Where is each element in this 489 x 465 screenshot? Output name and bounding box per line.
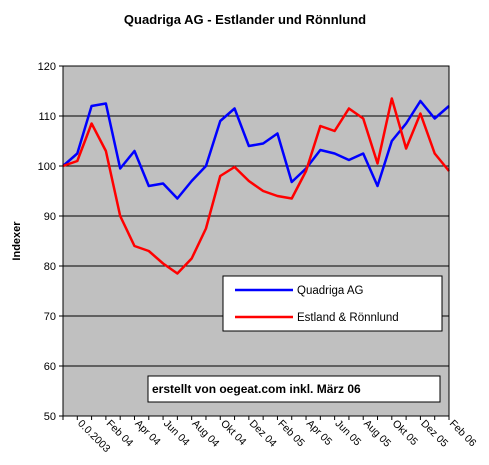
x-tick-label: Okt 05 [390,418,420,448]
x-tick-label: Dez 04 [247,418,279,450]
annotation-frame [147,375,441,403]
y-tick-label: 80 [44,261,56,273]
x-tick-label: Jun 05 [333,418,364,449]
annotation-text: erstellt von oegeat.com inkl. März 06 [152,382,361,396]
x-tick-label: Jun 04 [161,418,192,449]
legend-box [222,275,443,332]
x-tick-label: Feb 06 [447,418,479,450]
y-tick-label: 90 [44,211,56,223]
plot-area [63,66,449,416]
x-tick-label: Okt 04 [218,418,248,448]
chart-title: Quadriga AG - Estlander und Rönnlund [124,12,366,27]
gridlines [63,115,449,367]
x-tick-label: Feb 05 [275,418,307,450]
y-tick-label: 100 [38,161,56,173]
y-tick-label: 60 [44,361,56,373]
series-line-quadriga [62,99,450,200]
legend: Quadriga AG Estland & Rönnlund [222,275,443,332]
y-tick-label: 50 [44,411,56,423]
y-tick-label: 70 [44,311,56,323]
x-tick-label: Apr 05 [304,418,334,448]
plot-border [62,65,450,417]
y-tick-label: 110 [38,111,56,123]
series-line-estland [62,97,450,275]
legend-entry-quadriga: Quadriga AG [297,285,364,297]
legend-entry-estland: Estland & Rönnlund [297,312,399,324]
x-tick-label: Apr 04 [132,418,162,448]
y-axis-label: Indexer [11,221,23,261]
y-tick-label: 120 [38,61,56,73]
annotation-box: erstellt von oegeat.com inkl. März 06 [147,375,441,403]
x-tick-label: Aug 05 [361,418,393,450]
y-axis-ticks: 50 60 70 80 90 100 110 120 [38,61,63,423]
x-tick-label: Aug 04 [190,418,222,450]
x-tick-label: Dez 05 [418,418,450,450]
series-lines [62,97,450,275]
